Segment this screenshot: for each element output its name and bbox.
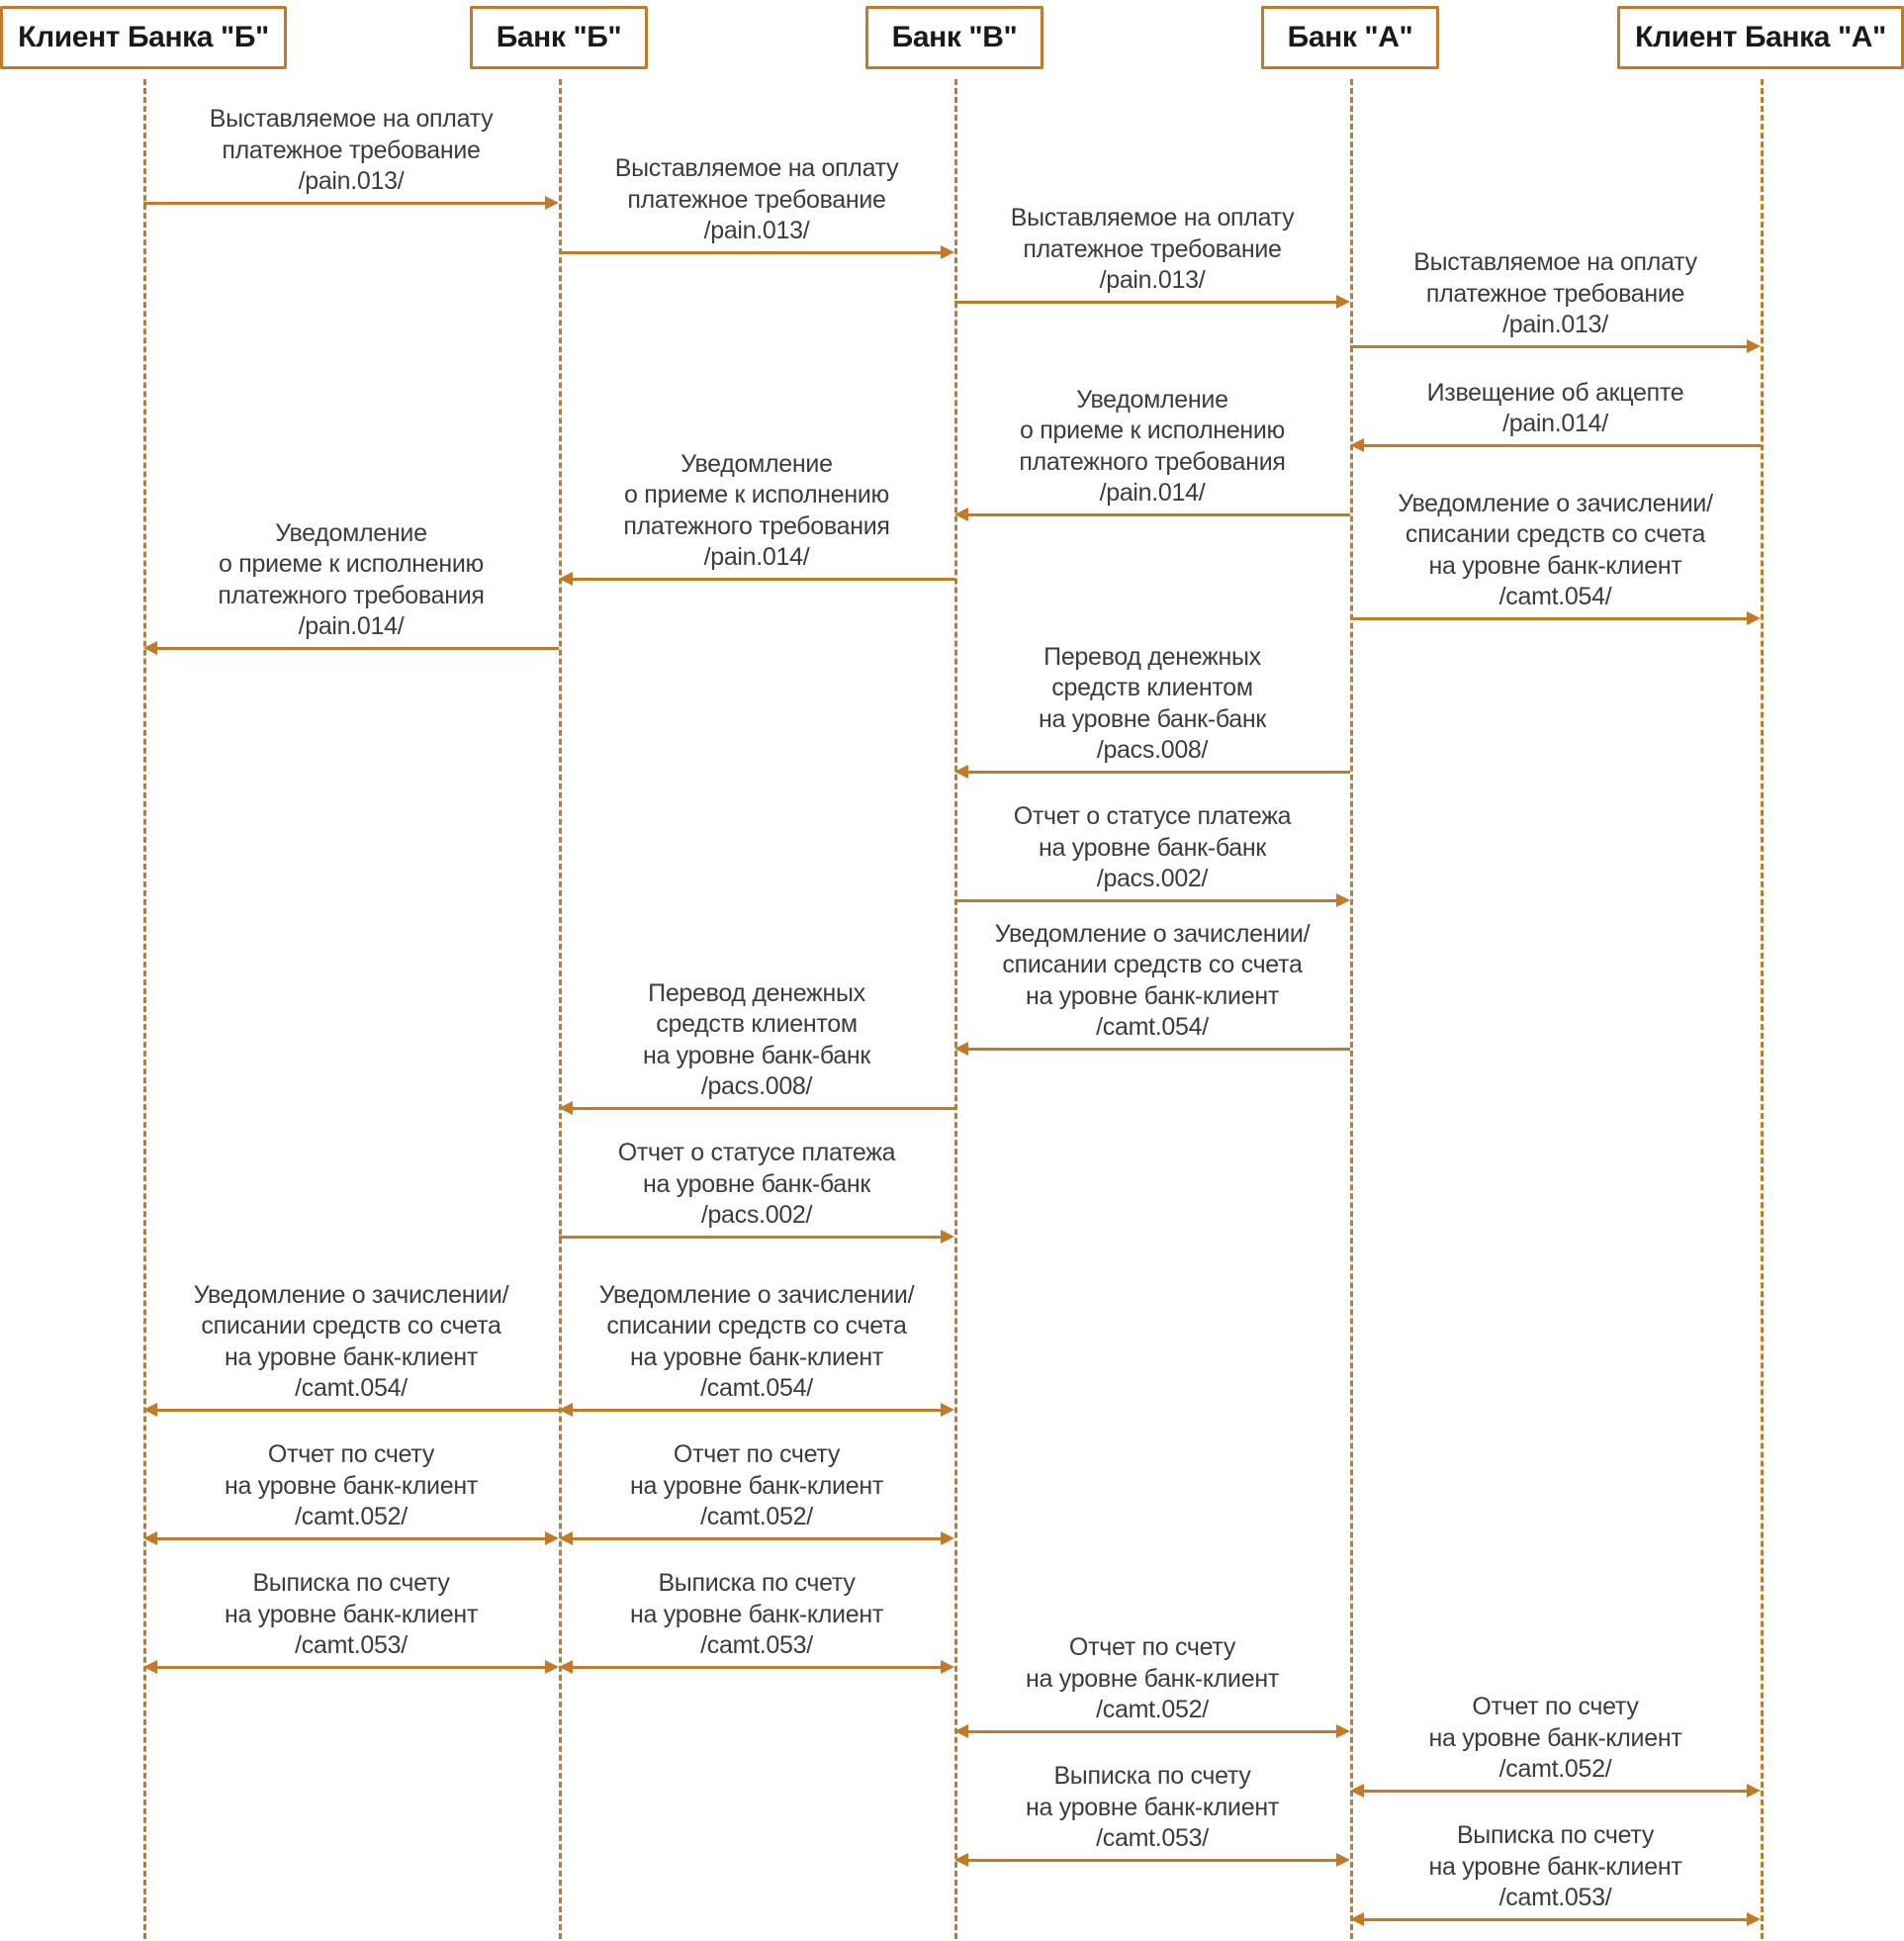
lifeline-bankA (1350, 79, 1353, 1939)
message-line (968, 771, 1350, 774)
message-line (954, 301, 1336, 304)
message-line (143, 202, 545, 205)
arrow-head-left (954, 1724, 968, 1738)
arrow-head-right (941, 1660, 954, 1674)
actor-clientB: Клиент Банка "Б" (0, 6, 287, 69)
message-label: Отчет о статусе платежа на уровне банк-б… (559, 1138, 954, 1231)
message-label: Выписка по счету на уровне банк-клиент /… (559, 1568, 954, 1661)
message-label: Перевод денежных средств клиентом на уро… (559, 978, 954, 1102)
message-label: Выставляемое на оплату платежное требова… (559, 153, 954, 246)
message-label: Отчет по счету на уровне банк-клиент /ca… (1350, 1692, 1761, 1785)
message-label: Выставляемое на оплату платежное требова… (954, 203, 1350, 296)
arrow-head-right (941, 1230, 954, 1244)
message-line (1350, 617, 1747, 620)
message-label: Выставляемое на оплату платежное требова… (1350, 247, 1761, 340)
actor-bankB: Банк "Б" (470, 6, 648, 69)
sequence-diagram: Клиент Банка "Б" Банк "Б" Банк "В" Банк "А"… (0, 0, 1904, 1941)
arrow-head-left (954, 765, 968, 779)
message-line (1350, 345, 1747, 348)
arrow-head-left (559, 1403, 573, 1417)
actor-clientA: Клиент Банка "А" (1617, 6, 1904, 69)
message-label: Отчет по счету на уровне банк-клиент /ca… (559, 1439, 954, 1532)
arrow-head-left (559, 1101, 573, 1115)
message-label: Выписка по счету на уровне банк-клиент /… (143, 1568, 559, 1661)
message-line (968, 1730, 1336, 1733)
message-label: Уведомление о зачислении/ списании средс… (1350, 489, 1761, 612)
arrow-head-left (559, 1531, 573, 1545)
arrow-head-right (545, 196, 559, 210)
arrow-head-left (143, 641, 157, 655)
message-label: Отчет о статусе платежа на уровне банк-б… (954, 801, 1350, 894)
arrow-head-left (559, 572, 573, 586)
arrow-head-right (941, 1403, 954, 1417)
arrow-head-right (1747, 339, 1761, 353)
arrow-head-left (954, 1853, 968, 1867)
message-line (157, 1409, 559, 1412)
message-line (573, 1409, 941, 1412)
message-line (968, 1859, 1336, 1862)
message-line (559, 251, 941, 254)
arrow-head-left (954, 508, 968, 521)
arrow-head-right (1747, 1912, 1761, 1926)
message-label: Уведомление о зачислении/ списании средс… (143, 1280, 559, 1404)
message-label: Выписка по счету на уровне банк-клиент /… (1350, 1820, 1761, 1913)
actor-label: Банк "В" (892, 21, 1018, 54)
message-label: Извещение об акцепте /pain.014/ (1350, 378, 1761, 440)
message-line (559, 1236, 941, 1239)
message-label: Уведомление о зачислении/ списании средс… (559, 1280, 954, 1404)
message-line (157, 1537, 545, 1540)
arrow-head-left (1350, 1912, 1364, 1926)
message-label: Выписка по счету на уровне банк-клиент /… (954, 1761, 1350, 1854)
message-label: Отчет по счету на уровне банк-клиент /ca… (954, 1632, 1350, 1725)
message-line (1364, 1918, 1747, 1921)
actor-label: Клиент Банка "А" (1635, 21, 1886, 54)
arrow-head-left (143, 1531, 157, 1545)
arrow-head-right (1747, 1784, 1761, 1798)
actor-label: Клиент Банка "Б" (18, 21, 269, 54)
message-line (573, 1537, 941, 1540)
arrow-head-right (1336, 295, 1350, 309)
actor-bankA: Банк "А" (1261, 6, 1439, 69)
arrow-head-left (559, 1660, 573, 1674)
arrow-head-left (143, 1660, 157, 1674)
message-line (968, 513, 1350, 516)
message-label: Уведомление о приеме к исполнению платеж… (954, 385, 1350, 508)
message-line (954, 899, 1336, 902)
message-label: Уведомление о зачислении/ списании средс… (954, 919, 1350, 1043)
message-label: Выставляемое на оплату платежное требова… (143, 104, 559, 197)
message-line (573, 1666, 941, 1669)
actor-label: Банк "Б" (497, 21, 622, 54)
message-line (968, 1048, 1350, 1051)
message-line (573, 1107, 954, 1110)
arrow-head-right (545, 1531, 559, 1545)
arrow-head-left (1350, 1784, 1364, 1798)
arrow-head-right (1336, 893, 1350, 907)
message-line (157, 647, 559, 650)
message-label: Уведомление о приеме к исполнению платеж… (143, 518, 559, 642)
arrow-head-right (1336, 1724, 1350, 1738)
arrow-head-left (143, 1403, 157, 1417)
arrow-head-right (941, 1531, 954, 1545)
message-line (573, 578, 954, 581)
message-label: Перевод денежных средств клиентом на уро… (954, 642, 1350, 766)
message-line (1364, 444, 1761, 447)
arrow-head-left (1350, 438, 1364, 452)
message-line (157, 1666, 545, 1669)
message-label: Отчет по счету на уровне банк-клиент /ca… (143, 1439, 559, 1532)
actor-bankV: Банк "В" (865, 6, 1043, 69)
arrow-head-right (941, 245, 954, 259)
arrow-head-right (545, 1660, 559, 1674)
message-label: Уведомление о приеме к исполнению платеж… (559, 449, 954, 573)
lifeline-clientA (1761, 79, 1764, 1939)
message-line (1364, 1790, 1747, 1793)
arrow-head-right (1747, 611, 1761, 625)
actor-label: Банк "А" (1288, 21, 1413, 54)
arrow-head-right (1336, 1853, 1350, 1867)
arrow-head-left (954, 1042, 968, 1056)
